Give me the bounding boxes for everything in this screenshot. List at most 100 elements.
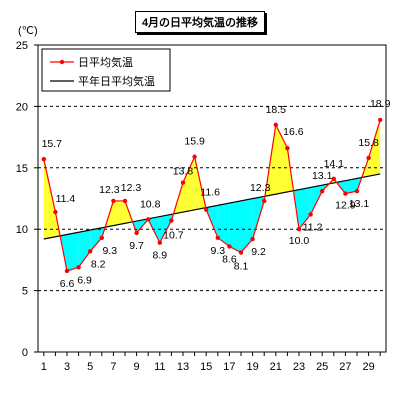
data-label: 14.1: [324, 158, 345, 170]
data-label: 18.9: [370, 98, 391, 110]
data-point: [41, 157, 46, 162]
data-point: [320, 188, 325, 194]
fill-below-normal: [67, 232, 79, 271]
data-label: 8.2: [91, 258, 106, 270]
fill-above-normal: [43, 159, 56, 240]
fill-above-normal: [113, 200, 125, 226]
data-point: [88, 249, 93, 254]
data-point: [331, 176, 336, 182]
data-point: [238, 250, 244, 255]
data-point: [366, 155, 371, 161]
data-label: 18.5: [266, 104, 287, 116]
x-tick-label: 1: [41, 361, 47, 373]
legend-label-actual: 日平均気温: [78, 55, 133, 69]
data-point: [99, 235, 105, 240]
legend-marker-actual: [59, 59, 65, 65]
data-label: 11.2: [303, 221, 323, 233]
axes: 1 3 5 7 9 11 13 15 17 19 21 23 25 27 29(℃): [18, 25, 387, 373]
data-label: 9.2: [251, 246, 266, 258]
data-label: 9.3: [102, 245, 117, 257]
data-label: 12.3: [250, 182, 271, 194]
actual-series: [41, 117, 383, 274]
data-label: 10.0: [289, 235, 310, 247]
y-unit-label: (℃): [18, 25, 38, 37]
daily-temperature-line: [43, 119, 381, 272]
y-tick-label: 10: [16, 224, 28, 236]
data-label: 15.9: [184, 136, 205, 148]
data-point: [285, 145, 290, 151]
data-label: 16.6: [283, 126, 304, 138]
data-point: [157, 240, 162, 245]
data-label: 6.9: [77, 274, 92, 286]
data-label: 15.7: [42, 138, 63, 150]
data-point: [122, 198, 128, 204]
data-point: [354, 188, 360, 194]
data-label: 8.6: [222, 253, 237, 265]
data-point: [64, 268, 70, 274]
chart-title: 4月の日平均気温の推移: [135, 11, 265, 33]
y-tick-label: 15: [16, 163, 28, 175]
data-label: 10.7: [163, 230, 184, 242]
fill-below-normal: [299, 187, 311, 230]
x-tick-label: 27: [339, 361, 351, 373]
y-tick-label: 5: [22, 286, 28, 298]
x-tick-label: 23: [293, 361, 305, 373]
data-point: [273, 122, 278, 128]
y-tick-label: 25: [16, 40, 28, 52]
normal-temperature-line: [43, 173, 381, 240]
x-tick-label: 19: [246, 361, 258, 373]
data-label: 12.9: [335, 200, 356, 212]
data-label: 9.7: [129, 240, 144, 252]
x-tick-label: 3: [64, 361, 70, 373]
fill-below-normal: [159, 214, 172, 243]
data-point: [296, 227, 302, 232]
data-point: [169, 218, 174, 223]
data-label: 9.3: [210, 245, 225, 257]
x-tick-label: 21: [270, 361, 282, 373]
data-point: [215, 235, 220, 240]
data-label: 12.3: [121, 182, 142, 194]
fill-below-normal: [217, 203, 230, 247]
fill-below-normal: [310, 185, 323, 215]
x-tick-label: 9: [134, 361, 140, 373]
data-label: 8.1: [234, 261, 249, 273]
data-point: [53, 209, 58, 215]
fill-above-normal: [275, 124, 288, 195]
legend-box: [41, 48, 171, 92]
data-point: [378, 117, 383, 123]
data-label: 15.8: [358, 137, 379, 149]
data-labels: 15.711.46.6 6.98.29.312.3 12.39.710.88.910…: [42, 98, 391, 290]
x-tick-label: 13: [177, 361, 189, 373]
data-label: 13.1: [349, 198, 370, 210]
x-tick-label: 25: [316, 361, 328, 373]
y-tick-label: 20: [16, 101, 28, 113]
fill-below-normal: [345, 178, 357, 194]
y-tick-label: 0: [22, 347, 28, 359]
data-label: 13.8: [173, 166, 194, 178]
data-point: [227, 244, 232, 249]
data-point: [262, 198, 267, 204]
data-point: [250, 236, 255, 242]
data-point: [180, 180, 186, 185]
data-label: 11.4: [56, 193, 76, 205]
data-label: 11.6: [200, 187, 220, 199]
data-point: [111, 198, 116, 204]
fill-below-normal: [78, 230, 91, 268]
x-tick-label: 5: [87, 361, 93, 373]
data-point: [343, 191, 348, 196]
grid-lines: 0 5 10 15 20 25: [16, 40, 386, 359]
fill-below-normal: [229, 200, 241, 253]
data-point: [192, 154, 197, 159]
data-point: [146, 217, 151, 222]
fill-below-normal: [241, 198, 253, 253]
data-point: [76, 265, 81, 270]
data-point: [204, 207, 209, 212]
data-label: 6.6: [60, 278, 75, 290]
fill-above-normal: [368, 119, 381, 177]
x-tick-label: 29: [362, 361, 374, 373]
normal-series: [43, 173, 381, 240]
data-label: 10.8: [140, 198, 161, 210]
data-label: 8.9: [152, 250, 167, 262]
